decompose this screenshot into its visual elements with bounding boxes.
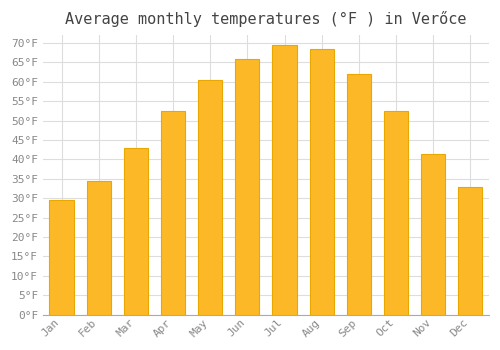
Bar (50, 200, 74, 315)
Title: Average monthly temperatures (°F ) in Verőce: Average monthly temperatures (°F ) in Ve… (65, 11, 466, 27)
Bar (86, 181, 111, 315)
Bar (124, 148, 148, 315)
Bar (458, 187, 482, 315)
Bar (236, 58, 260, 315)
Bar (384, 111, 408, 315)
Bar (310, 49, 334, 315)
Bar (198, 80, 222, 315)
Bar (161, 111, 185, 315)
Bar (272, 45, 296, 315)
Bar (421, 154, 445, 315)
Bar (347, 74, 371, 315)
